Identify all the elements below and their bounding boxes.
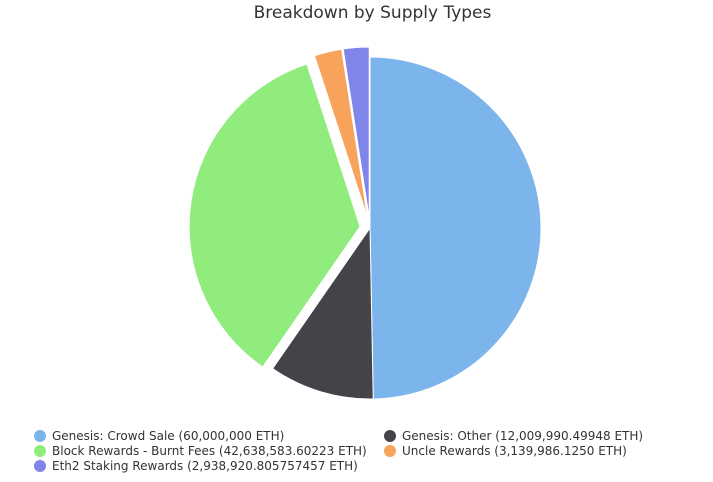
legend-item-block-rewards[interactable]: Block Rewards - Burnt Fees (42,638,583.6… <box>34 444 367 458</box>
legend-label: Uncle Rewards (3,139,986.1250 ETH) <box>402 444 627 458</box>
legend-label: Block Rewards - Burnt Fees (42,638,583.6… <box>52 444 367 458</box>
legend-item-genesis-crowd-sale[interactable]: Genesis: Crowd Sale (60,000,000 ETH) <box>34 429 284 443</box>
pie-slice-block-rewards[interactable] <box>188 63 361 368</box>
pie-slice-genesis-other[interactable] <box>272 227 374 400</box>
pie-slice-genesis-crowd-sale[interactable] <box>369 56 542 400</box>
legend-dot-icon <box>384 430 396 442</box>
legend-dot-icon <box>34 430 46 442</box>
legend-dot-icon <box>34 445 46 457</box>
legend-item-genesis-other[interactable]: Genesis: Other (12,009,990.49948 ETH) <box>384 429 643 443</box>
legend-label: Genesis: Other (12,009,990.49948 ETH) <box>402 429 644 443</box>
pie-slice-uncle-rewards[interactable] <box>313 48 369 219</box>
legend-dot-icon <box>34 460 46 472</box>
legend-item-uncle-rewards[interactable]: Uncle Rewards (3,139,986.1250 ETH) <box>384 444 627 458</box>
chart-title: Breakdown by Supply Types <box>253 3 492 23</box>
pie-slice-eth2-staking-rewards[interactable] <box>342 46 370 219</box>
legend-label: Genesis: Crowd Sale (60,000,000 ETH) <box>52 429 285 443</box>
legend-dot-icon <box>384 445 396 457</box>
legend-label: Eth2 Staking Rewards (2,938,920.80575745… <box>52 459 358 473</box>
legend-item-eth2-staking-rewards[interactable]: Eth2 Staking Rewards (2,938,920.80575745… <box>34 459 358 473</box>
